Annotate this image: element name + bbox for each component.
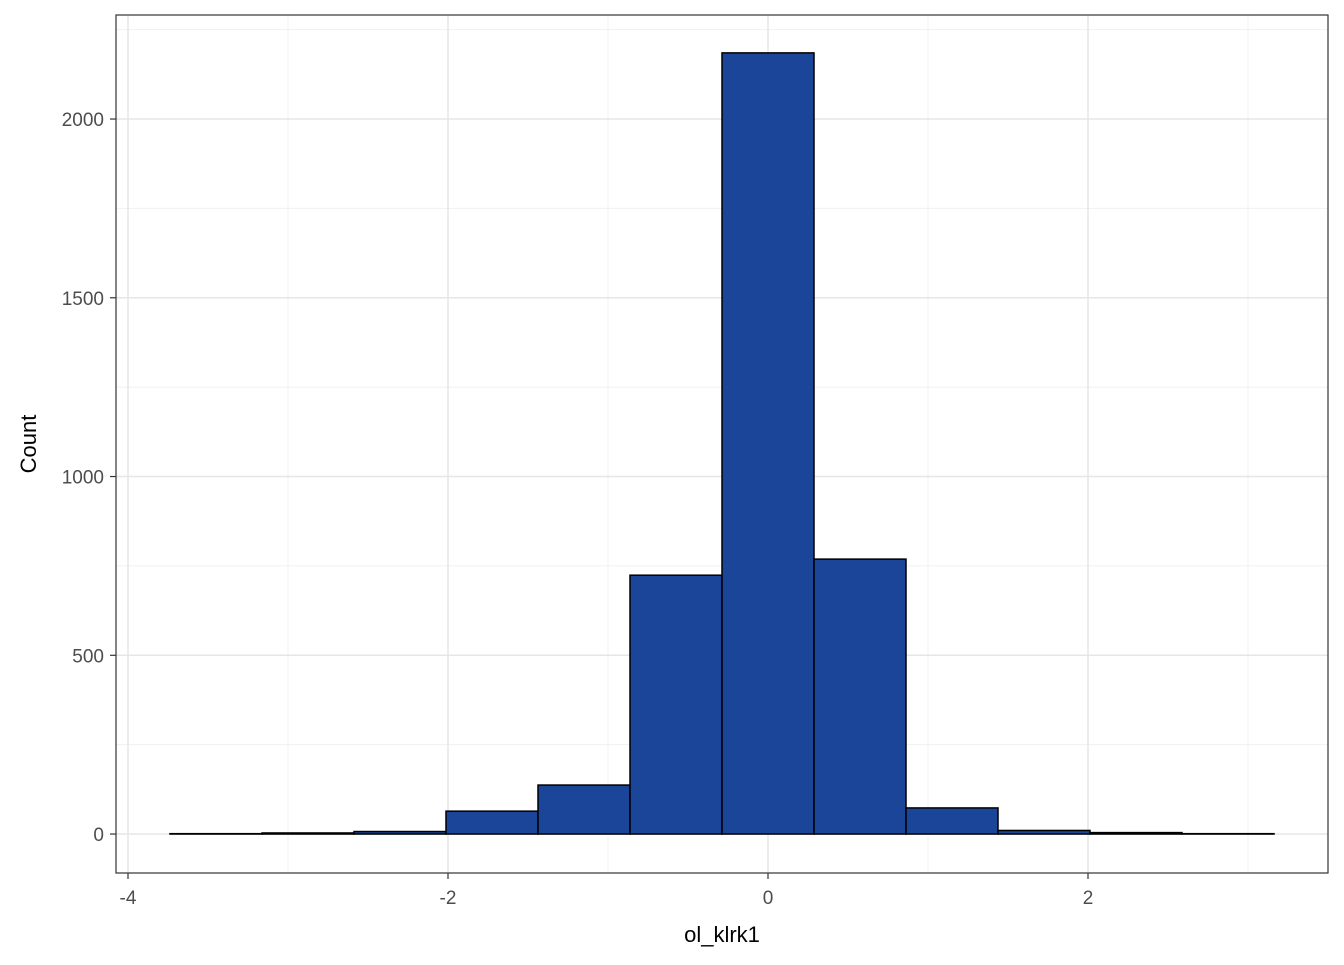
bar — [538, 785, 630, 834]
bar — [906, 808, 998, 834]
bar — [630, 575, 722, 834]
x-axis-label: ol_klrk1 — [684, 922, 760, 947]
y-tick-label: 1000 — [62, 468, 104, 489]
x-tick-label: -4 — [120, 888, 137, 909]
x-tick-label: 2 — [1083, 888, 1094, 909]
x-tick-label: -2 — [440, 888, 457, 909]
bar — [262, 833, 354, 834]
bar — [814, 559, 906, 834]
y-axis-label: Count — [16, 415, 41, 474]
bar — [354, 832, 446, 835]
y-tick-label: 0 — [93, 825, 104, 846]
bar — [446, 811, 538, 834]
bar — [1090, 833, 1182, 834]
y-tick-label: 2000 — [62, 110, 104, 131]
bar — [998, 830, 1090, 834]
x-tick-label: 0 — [763, 888, 774, 909]
y-tick-label: 1500 — [62, 289, 104, 310]
y-tick-label: 500 — [72, 646, 104, 667]
bar — [722, 53, 814, 834]
